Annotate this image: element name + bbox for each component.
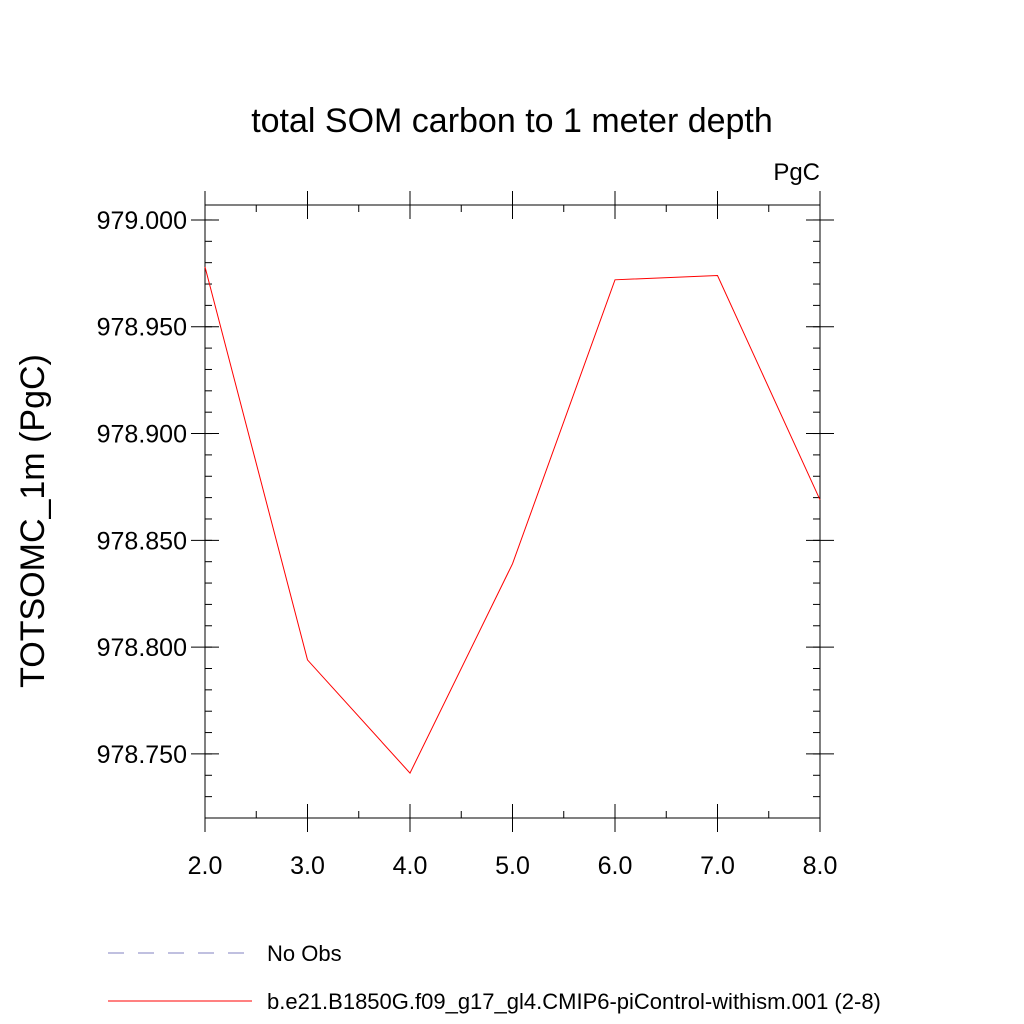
x-tick-label: 6.0	[598, 852, 633, 880]
legend: No Obs b.e21.B1850G.f09_g17_gl4.CMIP6-pi…	[108, 941, 881, 1014]
x-tick-label: 4.0	[393, 852, 428, 880]
x-tick-label: 8.0	[803, 852, 838, 880]
y-tick-label: 978.800	[97, 634, 187, 662]
y-tick-label: 978.750	[97, 741, 187, 769]
y-axis-label: TOTSOMC_1m (PgC)	[14, 354, 52, 688]
x-tick-label: 7.0	[700, 852, 735, 880]
series-line	[204, 266, 821, 774]
series-lines	[204, 266, 821, 774]
x-tick-labels: 2.0 3.0 4.0 5.0 6.0 7.0 8.0	[188, 852, 838, 880]
y-tick-labels: 979.000 978.950 978.900 978.850 978.800 978.7…	[97, 207, 187, 769]
y-tick-label: 978.850	[97, 527, 187, 555]
units-label: PgC	[773, 159, 820, 186]
y-tick-label: 978.950	[97, 314, 187, 342]
y-tick-label: 979.000	[97, 207, 187, 235]
legend-label-model-run: b.e21.B1850G.f09_g17_gl4.CMIP6-piControl…	[267, 989, 881, 1014]
x-tick-label: 2.0	[188, 852, 223, 880]
x-tick-label: 5.0	[495, 852, 530, 880]
major-ticks	[191, 191, 834, 832]
chart-title: total SOM carbon to 1 meter depth	[251, 102, 773, 140]
legend-label-no-obs: No Obs	[267, 941, 342, 966]
x-tick-label: 3.0	[290, 852, 325, 880]
y-tick-label: 978.900	[97, 421, 187, 449]
